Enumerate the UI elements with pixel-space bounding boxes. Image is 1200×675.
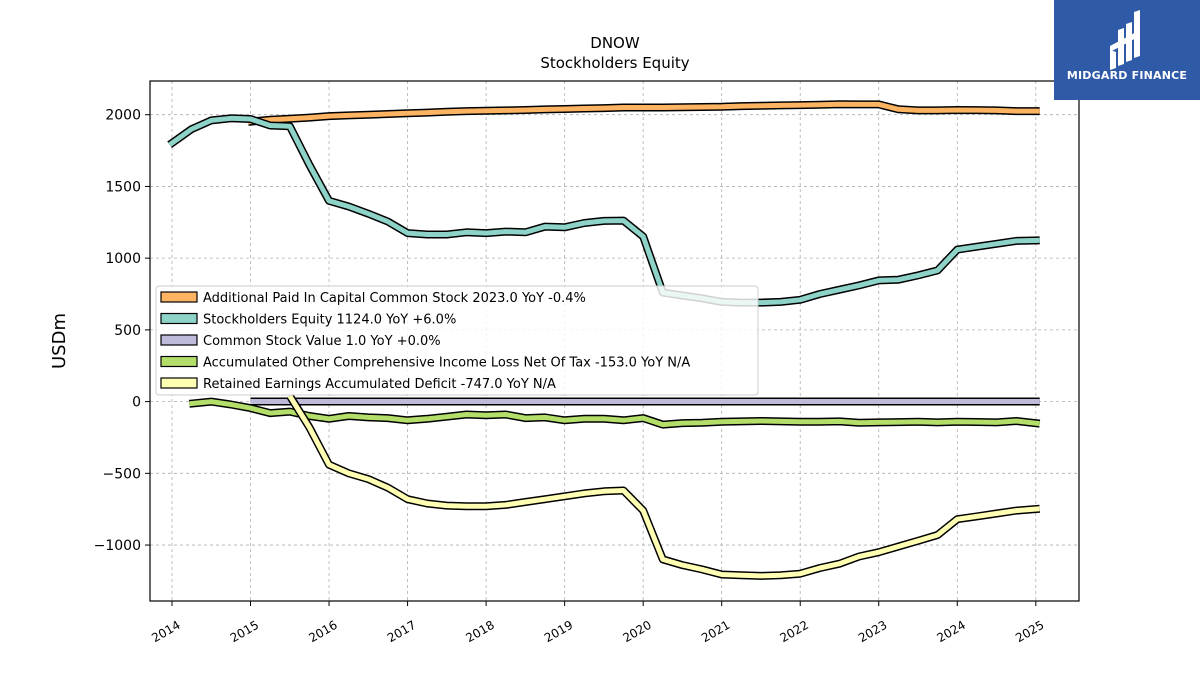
series-lines: [167, 100, 1041, 580]
chart-title: DNOW: [590, 34, 640, 52]
series-line: [168, 115, 1040, 306]
series-5: [286, 393, 1041, 580]
y-tick-label: −500: [103, 466, 141, 482]
x-tick-label: 2024: [935, 618, 968, 645]
x-tick-label: 2022: [777, 618, 810, 645]
legend-swatch: [160, 334, 198, 346]
legend-entry: Common Stock Value 1.0 YoY +0.0%: [203, 334, 441, 349]
legend-swatch: [160, 355, 198, 368]
legend-box: [155, 285, 759, 396]
x-tick-label: 2025: [1013, 618, 1046, 645]
x-tick-label: 2014: [149, 618, 182, 645]
legend-swatch: [160, 312, 198, 325]
legend-entry: Accumulated Other Comprehensive Income L…: [203, 356, 690, 371]
legend: Additional Paid In Capital Common Stock …: [155, 285, 759, 396]
y-tick-label: 500: [114, 323, 141, 339]
x-tick-label: 2017: [385, 618, 418, 645]
y-tick-label: 1500: [105, 179, 141, 195]
x-tick-label: 2023: [856, 618, 889, 645]
brand-logo: MIDGARD FINANCE: [1054, 0, 1200, 100]
x-tick-label: 2021: [699, 618, 732, 645]
series-line: [189, 399, 1040, 428]
x-tick-label: 2016: [306, 618, 339, 645]
series-line: [247, 101, 1040, 125]
series-2: [167, 114, 1040, 307]
y-axis-label: USDm: [49, 313, 70, 369]
chart-subtitle: Stockholders Equity: [540, 54, 689, 72]
plot-area: [149, 80, 1080, 602]
legend-entry: Retained Earnings Accumulated Deficit -7…: [203, 377, 556, 392]
legend-entry: Stockholders Equity 1124.0 YoY +6.0%: [203, 313, 456, 328]
y-tick-label: 1000: [105, 251, 141, 267]
x-tick-label: 2018: [463, 618, 496, 645]
y-tick-label: −1000: [94, 538, 141, 554]
legend-swatch: [160, 377, 198, 389]
x-tick-label: 2019: [542, 618, 575, 645]
series-1: [247, 100, 1040, 126]
series-line: [287, 394, 1040, 579]
y-tick-label: 0: [132, 395, 141, 411]
logo-mark-icon: [1110, 10, 1140, 70]
x-tick-label: 2015: [228, 618, 261, 645]
logo-text: MIDGARD FINANCE: [1066, 69, 1188, 82]
series-4: [188, 397, 1041, 429]
legend-entry: Additional Paid In Capital Common Stock …: [203, 291, 586, 306]
legend-swatch: [160, 291, 198, 303]
y-tick-label: 2000: [105, 108, 141, 124]
x-tick-label: 2020: [620, 618, 653, 645]
